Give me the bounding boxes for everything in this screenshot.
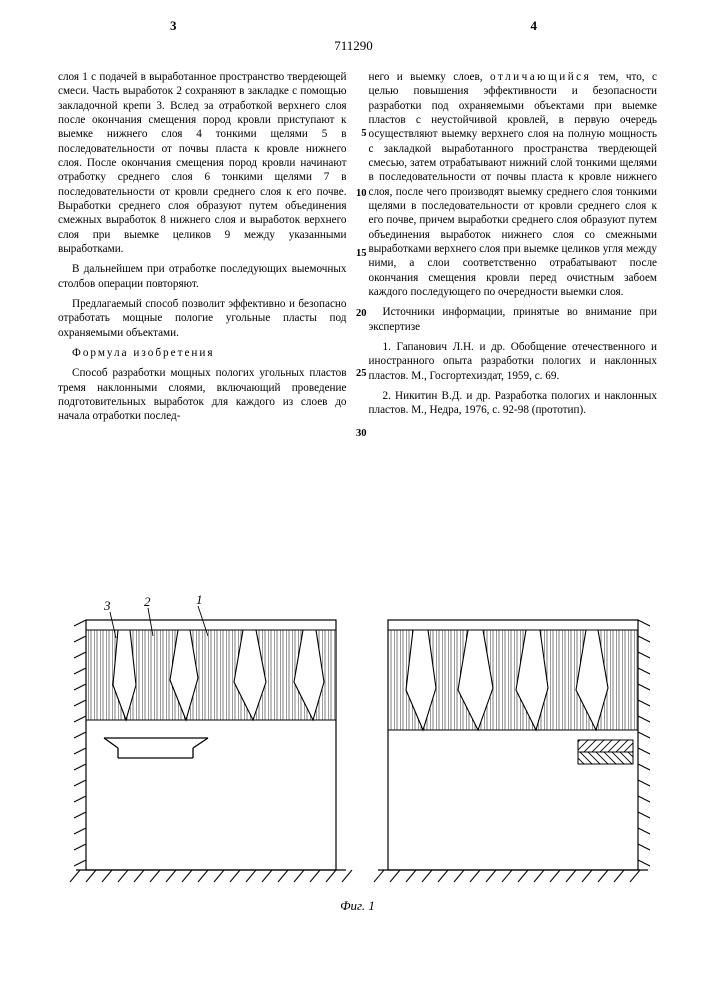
- sources-title: Источники информации, принятые во вниман…: [369, 305, 658, 334]
- figure-caption: Фиг. 1: [58, 898, 657, 914]
- text-columns: слоя 1 с подачей в выработанное простран…: [58, 70, 657, 430]
- left-column: слоя 1 с подачей в выработанное простран…: [58, 70, 347, 430]
- ln-5: 5: [361, 128, 366, 139]
- ln-10: 10: [356, 188, 367, 199]
- ln-20: 20: [356, 308, 367, 319]
- ln-15: 15: [356, 248, 367, 259]
- page: 3 4 711290 слоя 1 с подачей в выработанн…: [0, 0, 707, 1000]
- left-p1: слоя 1 с подачей в выработанное простран…: [58, 70, 347, 256]
- fig-label-1: 1: [196, 592, 203, 607]
- fig-label-3: 3: [103, 598, 111, 613]
- right-panel: [374, 620, 650, 882]
- ln-30: 30: [356, 428, 367, 439]
- ref1: 1. Гапанович Л.Н. и др. Обобщение отечес…: [369, 340, 658, 383]
- left-p4: Способ разработки мощных пологих угольны…: [58, 366, 347, 423]
- ref2: 2. Никитин В.Д. и др. Разработка пологих…: [369, 389, 658, 418]
- fig-label-2: 2: [144, 594, 151, 609]
- right-column-wrap: 5 10 15 20 25 30 него и выемку слоев, от…: [369, 70, 658, 430]
- right-p1b: отличающийся: [490, 71, 591, 83]
- figure-svg: 3 2 1: [58, 590, 658, 900]
- figure-1: 3 2 1: [58, 590, 657, 910]
- page-number-right: 4: [531, 18, 538, 34]
- page-number-left: 3: [170, 18, 177, 34]
- right-p1a: него и выемку слоев,: [369, 71, 491, 83]
- ln-25: 25: [356, 368, 367, 379]
- formula-title: Формула изобретения: [58, 346, 347, 360]
- right-p1c: тем, что, с целью повышения эффективност…: [369, 71, 658, 298]
- left-p3: Предлагаемый способ позволит эффективно …: [58, 297, 347, 340]
- right-column: него и выемку слоев, отличающийся тем, ч…: [369, 70, 658, 430]
- patent-number: 711290: [0, 38, 707, 54]
- left-p2: В дальнейшем при отработке последующих в…: [58, 262, 347, 291]
- left-panel: 3 2 1: [70, 592, 352, 882]
- right-p1: него и выемку слоев, отличающийся тем, ч…: [369, 70, 658, 299]
